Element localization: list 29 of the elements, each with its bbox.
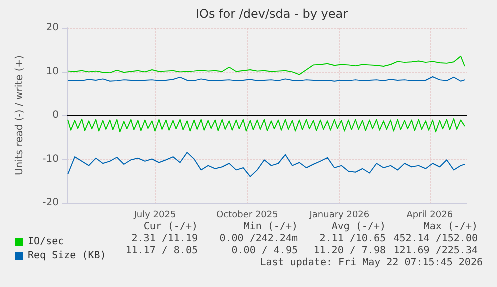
text: 452.14 /152.00	[394, 234, 478, 244]
legend-label: IO/sec	[28, 236, 64, 248]
legend-label: Req Size (KB)	[28, 250, 106, 262]
line-series	[68, 56, 466, 76]
y-tick-label: -20	[42, 198, 59, 208]
y-tick-label: 0	[52, 110, 59, 121]
x-tick-label: April 2026	[406, 210, 454, 220]
text: Last update: Fri May 22 07:15:45 2026	[260, 258, 483, 268]
y-tick-label: 20	[46, 22, 59, 34]
line-series	[68, 152, 466, 178]
text: Min (-/+)	[244, 222, 298, 232]
text: 2.11 /10.65	[320, 234, 386, 244]
x-tick-label: July 2025	[133, 210, 176, 220]
line-series	[68, 118, 466, 133]
x-tick-label: January 2026	[308, 210, 370, 220]
text: Avg (-/+)	[332, 222, 386, 232]
text: Cur (-/+)	[144, 222, 198, 232]
text: 0.00 /242.24m	[220, 234, 298, 244]
y-tick-label: -10	[42, 154, 59, 165]
text: 11.20 / 7.98	[314, 246, 386, 256]
text: Max (-/+)	[424, 222, 478, 232]
y-tick-label: 10	[46, 66, 59, 78]
text: 121.69 /225.34	[394, 246, 478, 256]
x-tick-label: October 2025	[216, 210, 278, 220]
text: 2.31 /11.19	[132, 234, 198, 244]
chart-title: IOs for /dev/sda - by year	[196, 7, 348, 21]
y-axis-title: Units read (-) / write (+)	[14, 55, 26, 176]
text: 0.00 / 4.95	[232, 246, 298, 256]
text: 11.17 / 8.05	[126, 246, 198, 256]
